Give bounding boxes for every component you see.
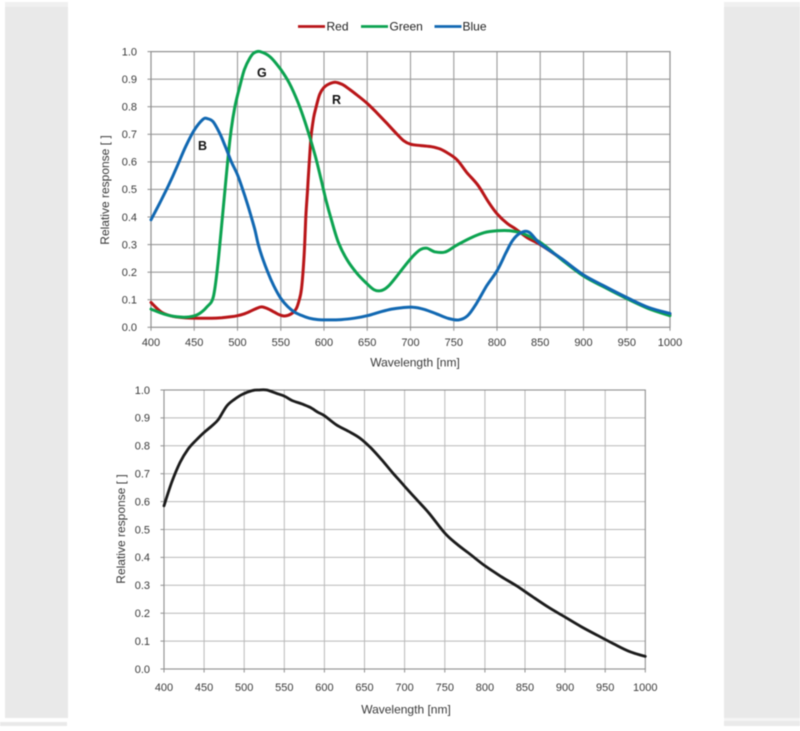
svg-text:400: 400 — [142, 337, 160, 349]
svg-text:900: 900 — [556, 682, 574, 694]
svg-text:0.7: 0.7 — [135, 469, 150, 481]
svg-text:R: R — [332, 93, 341, 107]
svg-text:Relative response [ ]: Relative response [ ] — [114, 474, 128, 583]
svg-text:0.0: 0.0 — [135, 664, 150, 676]
svg-text:750: 750 — [445, 337, 463, 349]
svg-text:0.1: 0.1 — [122, 295, 137, 307]
svg-text:Blue: Blue — [463, 20, 487, 34]
svg-text:0.2: 0.2 — [122, 267, 137, 279]
svg-text:Wavelength [nm]: Wavelength [nm] — [370, 356, 460, 370]
svg-text:1.0: 1.0 — [135, 385, 150, 397]
svg-text:0.6: 0.6 — [135, 496, 150, 508]
svg-text:0.5: 0.5 — [135, 524, 150, 536]
svg-text:850: 850 — [531, 337, 549, 349]
svg-text:550: 550 — [272, 337, 290, 349]
svg-text:500: 500 — [235, 682, 253, 694]
svg-text:800: 800 — [476, 682, 494, 694]
svg-text:Green: Green — [390, 20, 423, 34]
svg-text:0.6: 0.6 — [122, 157, 137, 169]
svg-text:Red: Red — [327, 20, 349, 34]
svg-text:1.0: 1.0 — [122, 46, 137, 58]
svg-text:750: 750 — [436, 682, 454, 694]
svg-text:0.9: 0.9 — [122, 74, 137, 86]
svg-text:B: B — [198, 139, 207, 153]
svg-text:0.8: 0.8 — [122, 102, 137, 114]
svg-text:Relative response [ ]: Relative response [ ] — [98, 135, 112, 244]
svg-text:0.4: 0.4 — [122, 212, 137, 224]
svg-text:550: 550 — [275, 682, 293, 694]
svg-text:1000: 1000 — [658, 337, 682, 349]
svg-text:850: 850 — [516, 682, 534, 694]
svg-text:0.1: 0.1 — [135, 636, 150, 648]
svg-text:600: 600 — [315, 337, 333, 349]
svg-text:0.7: 0.7 — [122, 129, 137, 141]
svg-text:650: 650 — [358, 337, 376, 349]
svg-text:0.9: 0.9 — [135, 413, 150, 425]
svg-text:0.8: 0.8 — [135, 441, 150, 453]
svg-text:0.2: 0.2 — [135, 608, 150, 620]
svg-text:900: 900 — [574, 337, 592, 349]
svg-text:G: G — [257, 66, 267, 80]
svg-text:0.4: 0.4 — [135, 552, 150, 564]
svg-text:0.0: 0.0 — [122, 322, 137, 334]
svg-text:Wavelength [nm]: Wavelength [nm] — [361, 703, 451, 717]
svg-text:400: 400 — [155, 682, 173, 694]
svg-text:500: 500 — [228, 337, 246, 349]
svg-text:950: 950 — [596, 682, 614, 694]
svg-text:0.3: 0.3 — [122, 239, 137, 251]
svg-text:0.3: 0.3 — [135, 580, 150, 592]
svg-text:650: 650 — [355, 682, 373, 694]
svg-text:800: 800 — [488, 337, 506, 349]
svg-text:600: 600 — [315, 682, 333, 694]
svg-text:0.5: 0.5 — [122, 184, 137, 196]
svg-text:450: 450 — [185, 337, 203, 349]
svg-text:700: 700 — [401, 337, 419, 349]
svg-text:450: 450 — [195, 682, 213, 694]
svg-text:950: 950 — [618, 337, 636, 349]
svg-text:700: 700 — [395, 682, 413, 694]
svg-text:1000: 1000 — [633, 682, 657, 694]
